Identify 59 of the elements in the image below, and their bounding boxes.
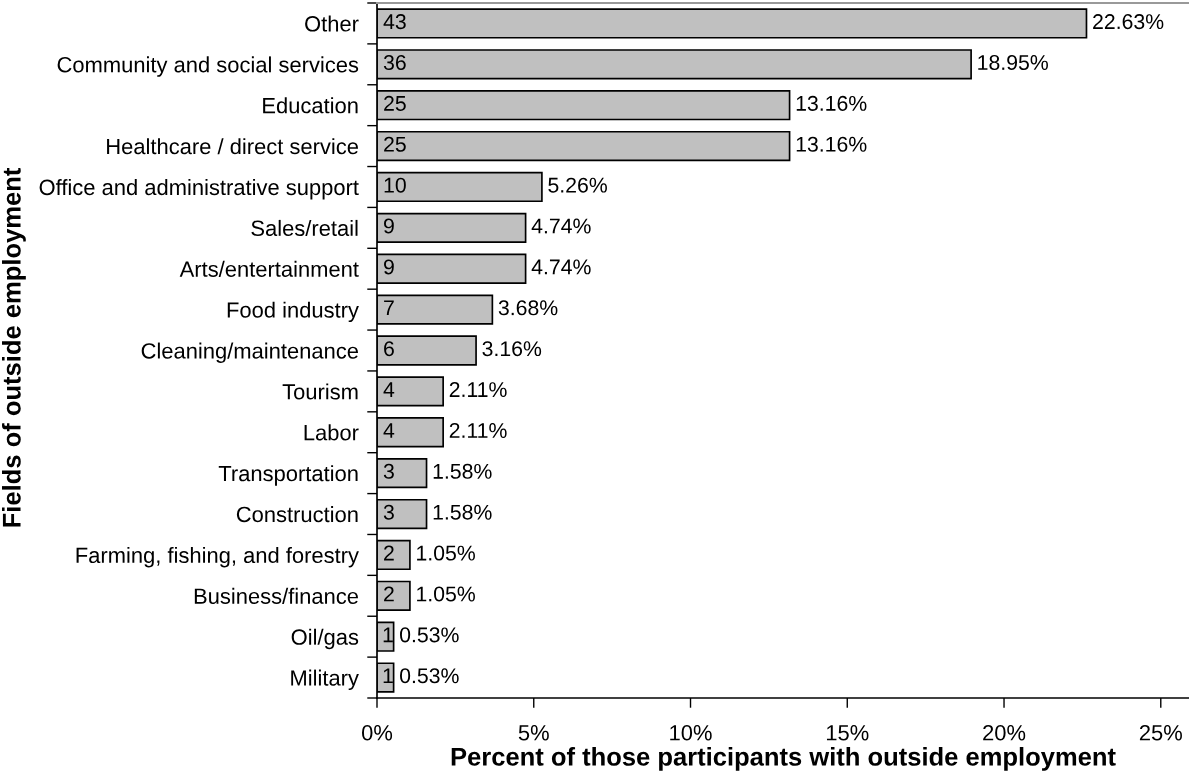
annotation: 3 [383,463,394,479]
annotation: 36 [383,54,406,71]
data-label: 1.58% [433,463,492,479]
annotation: 1 [383,668,393,684]
y-tick-label: Farming, fishing, and forestry [76,546,359,568]
y-tick-label: Arts/entertainment [179,260,359,277]
x-tick-label: 10% [670,724,712,741]
data-label: 13.16% [796,136,867,152]
y-tick-label: Labor [304,424,359,441]
annotation: 10 [384,177,406,193]
annotation: 1 [383,627,393,643]
annotation: 7 [384,300,394,316]
data-label: 13.16% [796,95,867,111]
x-axis-title: Percent of those participants with outside employment [451,747,1116,771]
y-tick-label: Sales/retail [251,219,358,237]
annotation: 9 [384,218,394,234]
y-tick-label: Other [305,15,359,32]
data-label: 5.26% [548,177,607,193]
annotation: 25 [384,95,406,111]
y-tick-label: Transportation [218,465,358,486]
annotation: 25 [384,136,406,152]
data-label: 0.53% [400,668,459,684]
data-label: 3.16% [482,341,542,357]
y-axis-title: Fields of outside employment [2,167,26,527]
y-tick-label: Construction [236,506,358,523]
x-tick-label: 25% [1139,724,1182,741]
y-tick-label: Office and administrative support [39,179,359,200]
y-tick-label: Oil/gas [291,628,359,650]
annotation: 4 [383,382,395,397]
data-label: 1.05% [417,545,475,561]
annotation: 6 [384,341,394,357]
x-tick-label: 0% [362,724,393,741]
data-label: 4.74% [531,218,591,234]
data-label: 4.74% [531,259,591,275]
annotation: 3 [383,504,394,520]
data-label: 0.53% [400,627,459,643]
data-label: 18.95% [978,54,1048,71]
x-tick-label: 5% [518,725,549,741]
y-tick-label: Cleaning/maintenance [141,342,358,363]
y-tick-label: Education [263,97,358,114]
data-label: 2.11% [449,382,507,397]
y-tick-label: Community and social services [57,56,359,77]
x-tick-label: 15% [826,725,869,741]
data-label: 2.11% [449,422,507,438]
y-tick-label: Food industry [227,301,359,323]
data-label: 3.68% [498,300,558,316]
y-tick-label: Tourism [282,383,358,400]
data-label: 1.05% [417,586,475,602]
annotation: 43 [383,14,406,30]
data-label: 22.63% [1093,14,1164,30]
y-tick-label: Business/finance [194,587,358,604]
y-tick-label: Military [291,669,359,691]
annotation: 9 [384,259,394,275]
annotation: 2 [384,586,394,602]
x-tick-label: 20% [983,724,1026,741]
annotation: 4 [383,423,395,438]
annotation: 2 [384,545,394,561]
y-tick-label: Healthcare / direct service [107,138,358,155]
data-label: 1.58% [433,504,492,520]
